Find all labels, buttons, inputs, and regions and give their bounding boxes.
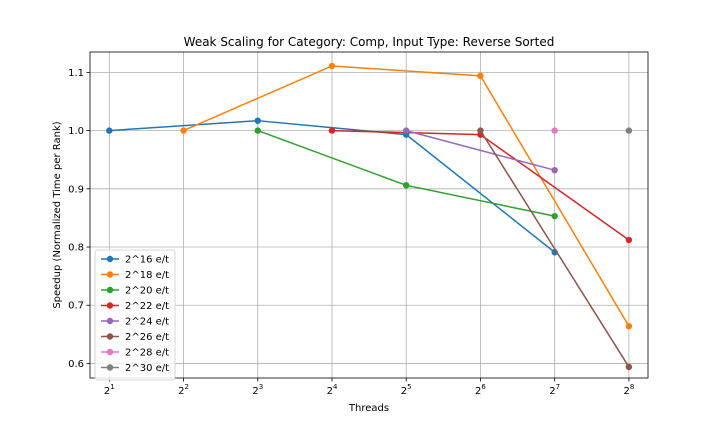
legend-label: 2^20 e/t bbox=[125, 286, 169, 297]
x-tick-base: 2 bbox=[178, 386, 184, 397]
legend-entry: 2^30 e/t bbox=[101, 363, 169, 374]
x-tick-label: 24 bbox=[327, 383, 338, 397]
series-line bbox=[479, 130, 630, 368]
x-tick-exponent: 3 bbox=[259, 383, 263, 391]
x-tick-base: 2 bbox=[475, 386, 481, 397]
series-4 bbox=[328, 127, 633, 244]
data-point bbox=[625, 363, 633, 371]
x-tick-exponent: 6 bbox=[481, 383, 486, 391]
legend-entry: 2^26 e/t bbox=[101, 332, 169, 343]
x-tick-label: 21 bbox=[104, 383, 115, 397]
legend-label: 2^18 e/t bbox=[125, 270, 169, 281]
series-7 bbox=[551, 127, 558, 134]
legend-label: 2^16 e/t bbox=[125, 255, 169, 266]
legend-label: 2^22 e/t bbox=[125, 301, 169, 312]
x-tick-exponent: 8 bbox=[630, 383, 634, 391]
data-point bbox=[551, 127, 558, 134]
x-tick-base: 2 bbox=[327, 386, 333, 397]
x-tick-label: 28 bbox=[623, 383, 634, 397]
legend-swatch-marker bbox=[106, 348, 114, 356]
legend-entry: 2^22 e/t bbox=[101, 301, 169, 312]
y-tick-label: 1.0 bbox=[68, 126, 84, 137]
x-tick-exponent: 7 bbox=[556, 383, 560, 391]
data-point bbox=[328, 62, 336, 70]
legend-swatch-marker bbox=[106, 333, 114, 340]
data-point bbox=[106, 127, 113, 134]
x-tick-label: 23 bbox=[252, 383, 263, 397]
series-line bbox=[183, 65, 630, 327]
series-6 bbox=[477, 127, 633, 371]
y-tick-label: 1.1 bbox=[68, 68, 84, 79]
data-point bbox=[403, 127, 410, 134]
data-point bbox=[625, 127, 633, 134]
legend: 2^16 e/t 2^18 e/t 2^20 e/t 2^22 e/t 2^24 e/t… bbox=[94, 249, 176, 381]
x-tick-label: 25 bbox=[401, 383, 412, 397]
legend-label: 2^28 e/t bbox=[125, 348, 169, 359]
legend-entry: 2^18 e/t bbox=[101, 270, 169, 281]
data-point bbox=[551, 166, 558, 174]
data-point bbox=[254, 117, 261, 124]
x-tick-exponent: 2 bbox=[184, 383, 188, 391]
legend-label: 2^24 e/t bbox=[125, 317, 169, 328]
legend-entry: 2^20 e/t bbox=[101, 286, 169, 297]
x-axis-label: Threads bbox=[348, 403, 389, 414]
series-8 bbox=[625, 127, 633, 134]
legend-label: 2^30 e/t bbox=[125, 363, 169, 374]
plot-frame bbox=[89, 51, 649, 379]
legend-swatch-marker bbox=[106, 302, 114, 309]
legend-entry: 2^24 e/t bbox=[101, 317, 169, 328]
data-point bbox=[403, 182, 410, 189]
legend-box bbox=[94, 249, 176, 381]
x-tick-label: 22 bbox=[178, 383, 189, 397]
series-2 bbox=[180, 62, 633, 330]
x-tick-exponent: 1 bbox=[110, 383, 114, 391]
data-point bbox=[477, 127, 484, 134]
legend-swatch-marker bbox=[106, 255, 114, 263]
x-tick-label: 26 bbox=[475, 383, 486, 397]
legend-swatch-marker bbox=[106, 271, 114, 278]
y-axis-ticks: 0.6 0.7 0.8 0.9 1.0 1.1 bbox=[68, 68, 90, 370]
x-tick-label: 27 bbox=[549, 383, 560, 397]
y-tick-label: 0.9 bbox=[68, 184, 84, 195]
series-5 bbox=[403, 127, 558, 174]
x-tick-base: 2 bbox=[401, 386, 407, 397]
y-tick-label: 0.6 bbox=[68, 359, 84, 370]
legend-entry: 2^28 e/t bbox=[101, 348, 169, 359]
x-axis-ticks: 21 22 23 24 25 26 27 28 bbox=[104, 378, 634, 397]
chart-title: Weak Scaling for Category: Comp, Input T… bbox=[184, 35, 555, 49]
data-point bbox=[477, 72, 484, 80]
grid bbox=[90, 52, 648, 378]
legend-swatch-marker bbox=[106, 286, 114, 294]
legend-swatch-marker bbox=[106, 317, 114, 325]
y-axis-label: Speedup (Normalized Time per Rank) bbox=[52, 121, 63, 308]
legend-entry: 2^16 e/t bbox=[101, 255, 169, 266]
x-tick-base: 2 bbox=[104, 386, 110, 397]
x-tick-base: 2 bbox=[252, 386, 258, 397]
data-point bbox=[328, 127, 336, 134]
x-tick-exponent: 4 bbox=[333, 383, 338, 391]
data-point bbox=[254, 127, 261, 134]
series-lines bbox=[106, 62, 633, 371]
x-tick-base: 2 bbox=[549, 386, 555, 397]
y-tick-label: 0.8 bbox=[68, 243, 84, 254]
y-tick-label: 0.7 bbox=[68, 301, 84, 312]
legend-label: 2^26 e/t bbox=[125, 332, 169, 343]
x-tick-exponent: 5 bbox=[407, 383, 411, 391]
series-line bbox=[406, 129, 555, 171]
data-point bbox=[625, 236, 633, 244]
data-point bbox=[625, 322, 633, 330]
data-point bbox=[551, 212, 558, 220]
data-point bbox=[180, 127, 187, 134]
series-3 bbox=[254, 127, 558, 220]
x-tick-base: 2 bbox=[623, 386, 629, 397]
legend-swatch-marker bbox=[106, 364, 114, 371]
